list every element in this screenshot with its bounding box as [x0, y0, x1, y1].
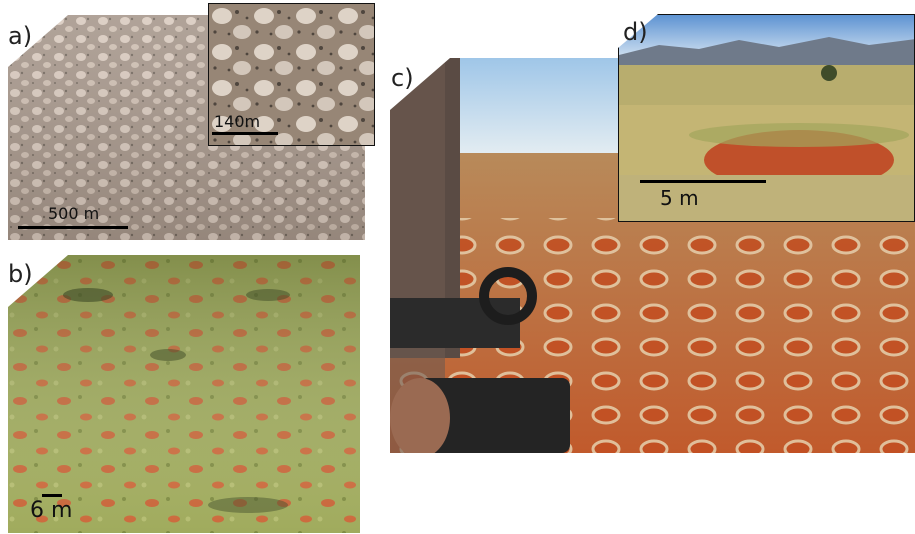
panel-a-label: a): [8, 22, 33, 50]
panel-b-photo-svg: [8, 255, 360, 533]
panel-b-scale-bar: [42, 494, 62, 497]
panel-a-scale-bar: [18, 226, 128, 229]
panel-b-scale-label: 6 m: [30, 498, 73, 523]
inset-scale-bar: [212, 132, 278, 135]
panel-d-scale-label: 5 m: [660, 186, 699, 210]
panel-c-photo-svg: [390, 58, 915, 453]
panel-d-label: d): [623, 18, 648, 46]
panel-d-corner-cut: [618, 14, 658, 48]
panel-b-label: b): [8, 260, 33, 288]
panel-a-inset: [208, 3, 375, 146]
panel-c-corner-cut: [390, 58, 450, 110]
panel-c-label: c): [391, 64, 414, 92]
panel-a-corner-cut: [8, 15, 68, 67]
panel-b-corner-cut: [8, 255, 68, 307]
inset-scale-label: 140m: [214, 112, 261, 131]
panel-a-inset-svg: [209, 4, 374, 145]
panel-d-scale-bar: [640, 180, 766, 183]
panel-a-scale-label: 500 m: [48, 204, 100, 223]
panel-c-fairy-circles-photo: [390, 58, 915, 453]
panel-b-grassland-photo: [8, 255, 360, 533]
